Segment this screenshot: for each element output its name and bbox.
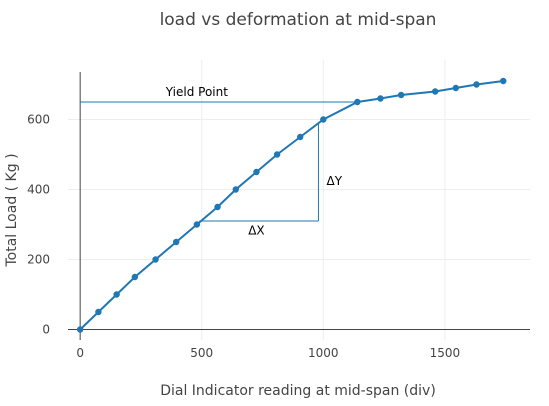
annotation-shapes xyxy=(80,101,358,222)
y-tick-label: 200 xyxy=(27,253,50,267)
data-point xyxy=(76,326,84,333)
data-point xyxy=(297,133,304,141)
annotation-label: Yield Point xyxy=(165,85,228,99)
annotations: Yield Point ΔY ΔX xyxy=(165,85,343,237)
data-point xyxy=(173,238,180,246)
x-tick-label: 1500 xyxy=(430,346,461,360)
axes: 0 500 1000 1500 0 200 400 600 xyxy=(27,72,530,360)
y-tick-label: 400 xyxy=(27,183,50,197)
data-point xyxy=(397,91,405,99)
data-point xyxy=(452,84,460,92)
data-point xyxy=(500,77,507,85)
x-tick-label: 0 xyxy=(76,346,84,360)
grid xyxy=(68,60,530,340)
data-point xyxy=(232,186,239,193)
data-point xyxy=(431,88,439,95)
annotation-label: ΔX xyxy=(248,223,264,237)
annotation-label: ΔY xyxy=(326,174,342,188)
y-axis-title: Total Load ( Kg ) xyxy=(4,153,20,267)
data-point xyxy=(320,116,327,123)
data-point xyxy=(113,291,120,298)
data-point xyxy=(377,95,384,102)
x-axis-title: Dial Indicator reading at mid-span (div) xyxy=(160,383,436,399)
y-tick-label: 600 xyxy=(27,113,50,127)
data-point xyxy=(152,256,159,263)
data-point xyxy=(273,151,281,158)
y-tick-label: 0 xyxy=(42,323,50,337)
data-point xyxy=(193,221,201,228)
chart-title: load vs deformation at mid-span xyxy=(160,10,437,30)
data-point xyxy=(354,98,361,106)
series-line xyxy=(79,80,504,331)
series xyxy=(76,77,507,333)
data-point xyxy=(131,273,139,281)
data-point xyxy=(214,203,221,211)
data-point xyxy=(253,168,260,176)
x-tick-label: 500 xyxy=(190,346,213,360)
data-point xyxy=(473,81,480,88)
x-tick-label: 1000 xyxy=(308,346,339,360)
data-point xyxy=(95,308,102,316)
